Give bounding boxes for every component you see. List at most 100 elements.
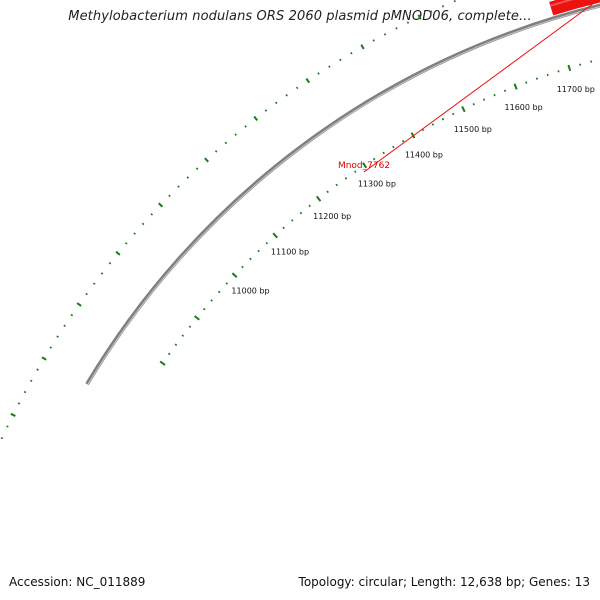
inner-major-tick: [315, 195, 322, 202]
outer-minor-tick: [339, 58, 342, 62]
outer-major-tick: [10, 412, 16, 417]
inner-minor-tick: [451, 112, 455, 116]
inner-minor-tick: [265, 241, 269, 245]
outer-minor-tick: [150, 213, 154, 216]
inner-minor-tick: [503, 89, 507, 93]
plasmid-backbone: [85, 3, 600, 386]
outer-minor-tick: [0, 436, 4, 440]
outer-minor-tick: [406, 21, 410, 24]
inner-minor-tick: [546, 73, 549, 77]
outer-minor-tick: [100, 272, 104, 275]
outer-minor-tick: [92, 282, 96, 285]
outer-minor-tick: [274, 101, 278, 105]
outer-minor-tick: [285, 94, 288, 97]
outer-minor-tick: [453, 0, 456, 3]
inner-minor-tick: [382, 151, 385, 155]
inner-minor-tick: [167, 352, 171, 356]
inner-minor-tick: [290, 219, 294, 222]
inner-major-tick: [513, 83, 518, 90]
outer-minor-tick: [6, 425, 9, 428]
outer-major-tick: [305, 78, 311, 84]
inner-minor-tick: [299, 211, 303, 215]
inner-minor-tick: [249, 257, 252, 261]
outer-minor-tick: [295, 86, 299, 90]
accession-text: Accession: NC_011889: [9, 575, 146, 589]
outer-major-tick: [158, 202, 164, 208]
inner-minor-tick: [535, 77, 539, 80]
inner-minor-tick: [557, 70, 560, 73]
map-title: Methylobacterium nodulans ORS 2060 plasm…: [68, 9, 532, 24]
outer-minor-tick: [70, 313, 74, 317]
outer-minor-tick: [23, 390, 27, 394]
inner-minor-tick: [174, 343, 178, 346]
outer-minor-tick: [29, 379, 33, 383]
inner-minor-tick: [241, 265, 244, 269]
outer-minor-tick: [186, 176, 190, 179]
scale-label: 11400 bp: [405, 151, 443, 160]
scale-label: 11500 bp: [454, 125, 492, 134]
scale-labels: 11000 bp 11100 bp 11200 bp 11300 bp 11400 bp…: [231, 85, 595, 295]
outer-minor-tick: [133, 232, 136, 235]
inner-minor-tick: [372, 157, 376, 161]
scale-label: 11200 bp: [313, 212, 351, 221]
inner-major-tick: [194, 315, 200, 321]
inner-major-tick: [461, 105, 466, 113]
outer-major-tick: [204, 157, 209, 163]
outer-minor-tick: [350, 51, 353, 55]
outer-major-tick: [253, 115, 259, 122]
outer-minor-tick: [168, 194, 171, 197]
outer-minor-tick: [264, 109, 268, 112]
outer-minor-tick: [177, 185, 180, 188]
inner-minor-tick: [392, 145, 395, 149]
inner-minor-tick: [431, 123, 435, 126]
inner-minor-tick: [482, 98, 486, 101]
inner-minor-tick: [472, 103, 475, 106]
inner-minor-tick: [282, 226, 285, 230]
outer-minor-tick: [56, 335, 59, 338]
inner-minor-tick: [326, 190, 329, 194]
outer-minor-tick: [234, 133, 237, 136]
gene-label: Mnod_7762: [338, 161, 390, 171]
outer-minor-tick: [430, 10, 433, 13]
outer-minor-tick: [328, 65, 331, 68]
outer-minor-tick: [441, 5, 445, 8]
scale-label: 11700 bp: [557, 85, 595, 94]
outer-major-tick: [115, 250, 121, 256]
outer-minor-tick: [224, 141, 228, 145]
inner-major-tick: [231, 272, 238, 279]
inner-minor-tick: [188, 325, 192, 328]
outer-major-tick: [360, 44, 365, 50]
inner-minor-tick: [579, 63, 582, 66]
outer-minor-tick: [63, 324, 66, 328]
inner-minor-tick: [401, 139, 405, 143]
outer-minor-tick: [49, 346, 53, 349]
inner-major-tick: [272, 232, 278, 239]
outer-minor-tick: [395, 27, 398, 30]
inner-minor-tick: [354, 170, 357, 174]
scale-label: 11100 bp: [271, 248, 309, 257]
inner-major-tick: [159, 360, 166, 366]
inner-minor-tick: [225, 282, 229, 285]
outer-minor-tick: [383, 33, 387, 36]
outer-minor-tick: [214, 150, 218, 153]
gene-track: Mnod_7762: [338, 0, 600, 173]
scale-label: 11600 bp: [505, 103, 543, 112]
outer-minor-tick: [17, 402, 21, 405]
outer-major-tick: [41, 356, 47, 361]
outer-minor-tick: [85, 292, 88, 296]
outer-major-tick: [76, 302, 82, 307]
outer-minor-tick: [317, 72, 320, 75]
inner-minor-tick: [525, 81, 528, 84]
scale-label: 11300 bp: [358, 180, 396, 189]
gene-callout-line: [363, 0, 599, 173]
inner-minor-tick: [181, 334, 185, 337]
inner-minor-tick: [202, 307, 206, 311]
inner-minor-tick: [590, 60, 593, 63]
topology-summary: Topology: circular; Length: 12,638 bp; G…: [298, 575, 590, 589]
outer-minor-tick: [244, 125, 247, 128]
inner-minor-tick: [257, 249, 260, 253]
inner-major-tick: [362, 162, 368, 169]
inner-minor-tick: [493, 93, 496, 97]
inner-minor-tick: [441, 117, 445, 121]
scale-label: 11000 bp: [231, 286, 269, 295]
